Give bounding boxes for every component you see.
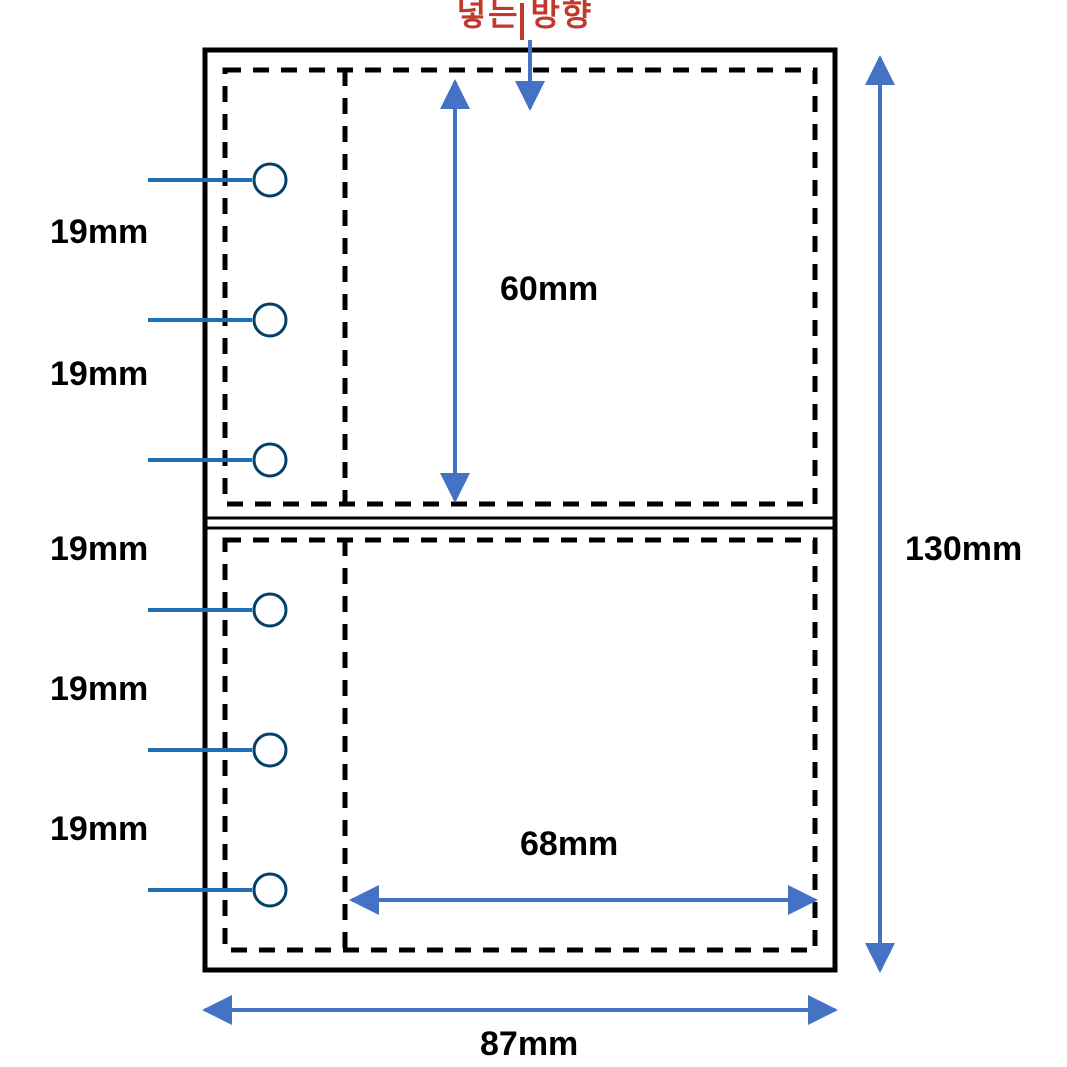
hole-spacing-label-4: 19mm <box>50 670 148 708</box>
hole-spacing-label-2: 19mm <box>50 355 148 393</box>
dim-label-87: 87mm <box>480 1025 578 1063</box>
binder-hole-5 <box>254 734 286 766</box>
binder-hole-4 <box>254 594 286 626</box>
binder-hole-6 <box>254 874 286 906</box>
binder-hole-2 <box>254 304 286 336</box>
hole-spacing-label-1: 19mm <box>50 213 148 251</box>
dim-label-60: 60mm <box>500 270 598 308</box>
dashed-pocket-bottom <box>225 540 815 950</box>
title-text: 넣는 방향 <box>457 0 594 32</box>
hole-spacing-label-3: 19mm <box>50 530 148 568</box>
dim-label-130: 130mm <box>905 530 1022 568</box>
hole-spacing-label-5: 19mm <box>50 810 148 848</box>
binder-hole-1 <box>254 164 286 196</box>
binder-hole-3 <box>254 444 286 476</box>
dim-label-68: 68mm <box>520 825 618 863</box>
